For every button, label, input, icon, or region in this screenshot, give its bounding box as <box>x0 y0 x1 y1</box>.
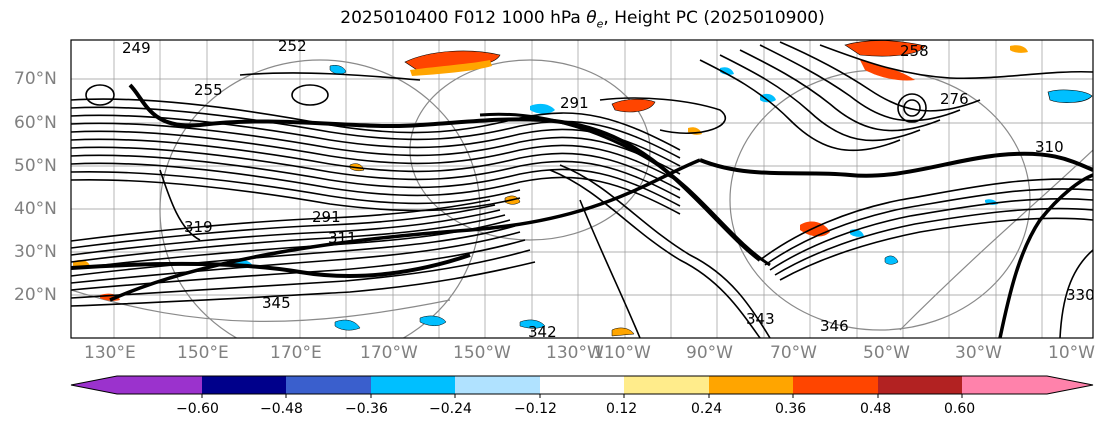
map-area <box>71 40 1093 338</box>
colorbar-tick-label: −0.36 <box>345 401 388 417</box>
lon-label: 150°W <box>453 343 511 363</box>
colorbar-tick-label: −0.48 <box>260 401 303 417</box>
lon-label: 30°W <box>955 343 1002 363</box>
colorbar <box>70 375 1094 398</box>
map-title: 2025010400 F012 1000 hPa θe, Height PC (… <box>340 8 825 31</box>
colorbar-tick-label: −0.60 <box>176 401 219 417</box>
colorbar-tick-label: 0.48 <box>860 401 892 417</box>
contour-label: 330 <box>1066 286 1095 304</box>
lon-label: 150°E <box>177 343 229 363</box>
contour-label: 255 <box>194 81 223 99</box>
contour-label: 319 <box>184 218 213 236</box>
lon-label: 10°W <box>1048 343 1095 363</box>
colorbar-tick-label: 0.60 <box>944 401 976 417</box>
contour-label: 276 <box>940 90 969 108</box>
lon-label: 90°W <box>686 343 733 363</box>
lon-label: 170°E <box>270 343 322 363</box>
contour-label: 291 <box>312 208 341 226</box>
map-frame <box>70 39 1094 339</box>
colorbar-segment <box>455 376 540 394</box>
colorbar-segment <box>962 376 1093 394</box>
contour-label: 342 <box>528 323 557 341</box>
lat-label: 50°N <box>14 156 57 176</box>
colorbar-segment <box>709 376 793 394</box>
contour-label: 343 <box>746 310 775 328</box>
colorbar-segment <box>371 376 455 394</box>
contour-label: 345 <box>262 294 291 312</box>
lon-label: 130°E <box>84 343 136 363</box>
contour-label: 249 <box>122 39 151 57</box>
colorbar-tick-label: −0.12 <box>514 401 557 417</box>
lon-label: 50°W <box>863 343 910 363</box>
colorbar-segment <box>71 376 202 394</box>
colorbar-outline <box>70 375 1094 395</box>
contour-label: 346 <box>820 317 849 335</box>
lon-label: 130°W <box>546 343 604 363</box>
contour-label: 311 <box>328 229 357 247</box>
contour-label: 291 <box>560 94 589 112</box>
lon-label: 170°W <box>360 343 418 363</box>
colorbar-tick-label: 0.36 <box>775 401 807 417</box>
contour-label: 310 <box>1035 138 1064 156</box>
contour-label: 258 <box>900 42 929 60</box>
colorbar-segment <box>540 376 624 394</box>
colorbar-segment <box>202 376 286 394</box>
contour-labels: 249 252 255 258 291 311 319 345 342 343 … <box>122 37 1095 341</box>
lat-label: 70°N <box>14 69 57 89</box>
colorbar-tick-label: −0.24 <box>429 401 472 417</box>
lon-label: 70°W <box>770 343 817 363</box>
lat-label: 20°N <box>14 285 57 305</box>
theta-e-contours <box>71 41 1093 338</box>
contour-label: 252 <box>278 37 307 55</box>
colorbar-segment <box>878 376 962 394</box>
lon-label: 110°W <box>593 343 651 363</box>
lat-label: 30°N <box>14 242 57 262</box>
colorbar-tick-label: 0.12 <box>606 401 638 417</box>
lat-label: 60°N <box>14 113 57 133</box>
colorbar-segment <box>286 376 371 394</box>
colorbar-segment <box>793 376 878 394</box>
lat-label: 40°N <box>14 199 57 219</box>
anomaly-shading <box>73 40 1093 337</box>
colorbar-segment <box>624 376 709 394</box>
colorbar-tick-label: 0.24 <box>691 401 723 417</box>
